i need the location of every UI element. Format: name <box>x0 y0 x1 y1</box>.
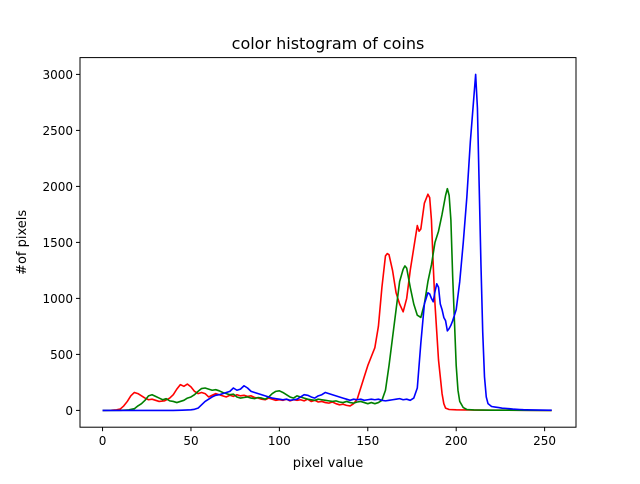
y-axis-ticks: 0 500 1000 1500 2000 2500 3000 <box>42 68 80 418</box>
y-tick-label: 0 <box>65 404 73 418</box>
x-tick-label: 250 <box>533 434 556 448</box>
x-axis-ticks: 0 50 100 150 200 250 <box>99 427 556 448</box>
y-tick-label: 500 <box>50 348 73 362</box>
x-tick-label: 200 <box>445 434 468 448</box>
y-tick-label: 3000 <box>42 68 73 82</box>
x-tick-label: 100 <box>268 434 291 448</box>
y-tick-label: 2500 <box>42 124 73 138</box>
y-tick-label: 1000 <box>42 292 73 306</box>
y-tick-label: 2000 <box>42 180 73 194</box>
series-line-0 <box>102 193 552 412</box>
x-tick-label: 50 <box>183 434 198 448</box>
series-layer <box>102 73 552 412</box>
x-tick-label: 150 <box>356 434 379 448</box>
y-axis-label: #of pixels <box>15 210 30 275</box>
series-line-1 <box>102 187 552 412</box>
chart-title: color histogram of coins <box>232 34 425 53</box>
series-line-2 <box>102 73 552 412</box>
y-tick-label: 1500 <box>42 236 73 250</box>
x-tick-label: 0 <box>99 434 107 448</box>
x-axis-label: pixel value <box>293 456 363 471</box>
